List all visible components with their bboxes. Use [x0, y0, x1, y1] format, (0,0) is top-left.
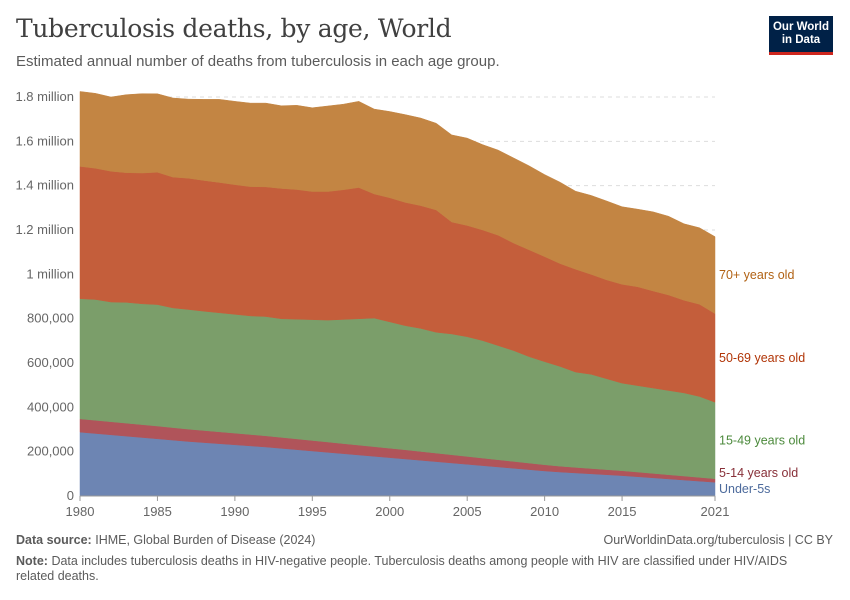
- series-label-5-14-years-old[interactable]: 5-14 years old: [719, 466, 798, 480]
- source-text[interactable]: IHME, Global Burden of Disease (2024): [95, 533, 316, 547]
- x-tick-label: 2021: [701, 504, 730, 519]
- area-series: [79, 91, 716, 497]
- source-url[interactable]: OurWorldinData.org/tuberculosis | CC BY: [603, 533, 834, 547]
- y-tick-label: 1 million: [26, 266, 74, 281]
- y-tick-label: 600,000: [27, 355, 74, 370]
- y-tick-label: 1.8 million: [15, 89, 74, 104]
- x-tick-label: 2010: [530, 504, 559, 519]
- y-tick-label: 800,000: [27, 311, 74, 326]
- y-tick-label: 1.6 million: [15, 133, 74, 148]
- chart-title: Tuberculosis deaths, by age, World: [16, 14, 452, 43]
- axes: 0 200,000 400,000 600,000 800,000 1 million 1.…: [15, 89, 729, 519]
- note-label: Note:: [16, 554, 48, 568]
- series-label-under-5s[interactable]: Under-5s: [719, 482, 770, 496]
- y-tick-label: 1.4 million: [15, 178, 74, 193]
- x-tick-label: 1990: [220, 504, 249, 519]
- series-label-50-69-years-old[interactable]: 50-69 years old: [719, 351, 805, 365]
- y-tick-label: 1.2 million: [15, 222, 74, 237]
- data-source: Data source: IHME, Global Burden of Dise…: [16, 533, 315, 547]
- area-70-years-old[interactable]: [79, 91, 716, 315]
- source-label: Data source:: [16, 533, 92, 547]
- logo-line-2: in Data: [781, 34, 821, 46]
- owid-logo[interactable]: Our World in Data: [769, 16, 833, 55]
- x-tick-label: 1985: [143, 504, 172, 519]
- x-tick-label: 2015: [608, 504, 637, 519]
- y-tick-label: 400,000: [27, 399, 74, 414]
- series-labels: Under-5s 5-14 years old 15-49 years old 50-…: [719, 268, 805, 496]
- note-text: Data includes tuberculosis deaths in HIV…: [16, 554, 788, 583]
- series-label-70-years-old[interactable]: 70+ years old: [719, 268, 794, 282]
- x-tick-label: 1995: [298, 504, 327, 519]
- y-tick-label: 200,000: [27, 444, 74, 459]
- chart-subtitle: Estimated annual number of deaths from t…: [16, 53, 500, 70]
- chart-note: Note: Data includes tuberculosis deaths …: [16, 554, 826, 584]
- series-label-15-49-years-old[interactable]: 15-49 years old: [719, 433, 805, 447]
- x-tick-label: 2005: [453, 504, 482, 519]
- logo-line-1: Our World: [772, 21, 829, 33]
- x-tick-label: 2000: [375, 504, 404, 519]
- y-tick-label: 0: [67, 488, 74, 503]
- stacked-area-chart: 0 200,000 400,000 600,000 800,000 1 million 1.…: [15, 89, 805, 519]
- x-tick-label: 1980: [66, 504, 95, 519]
